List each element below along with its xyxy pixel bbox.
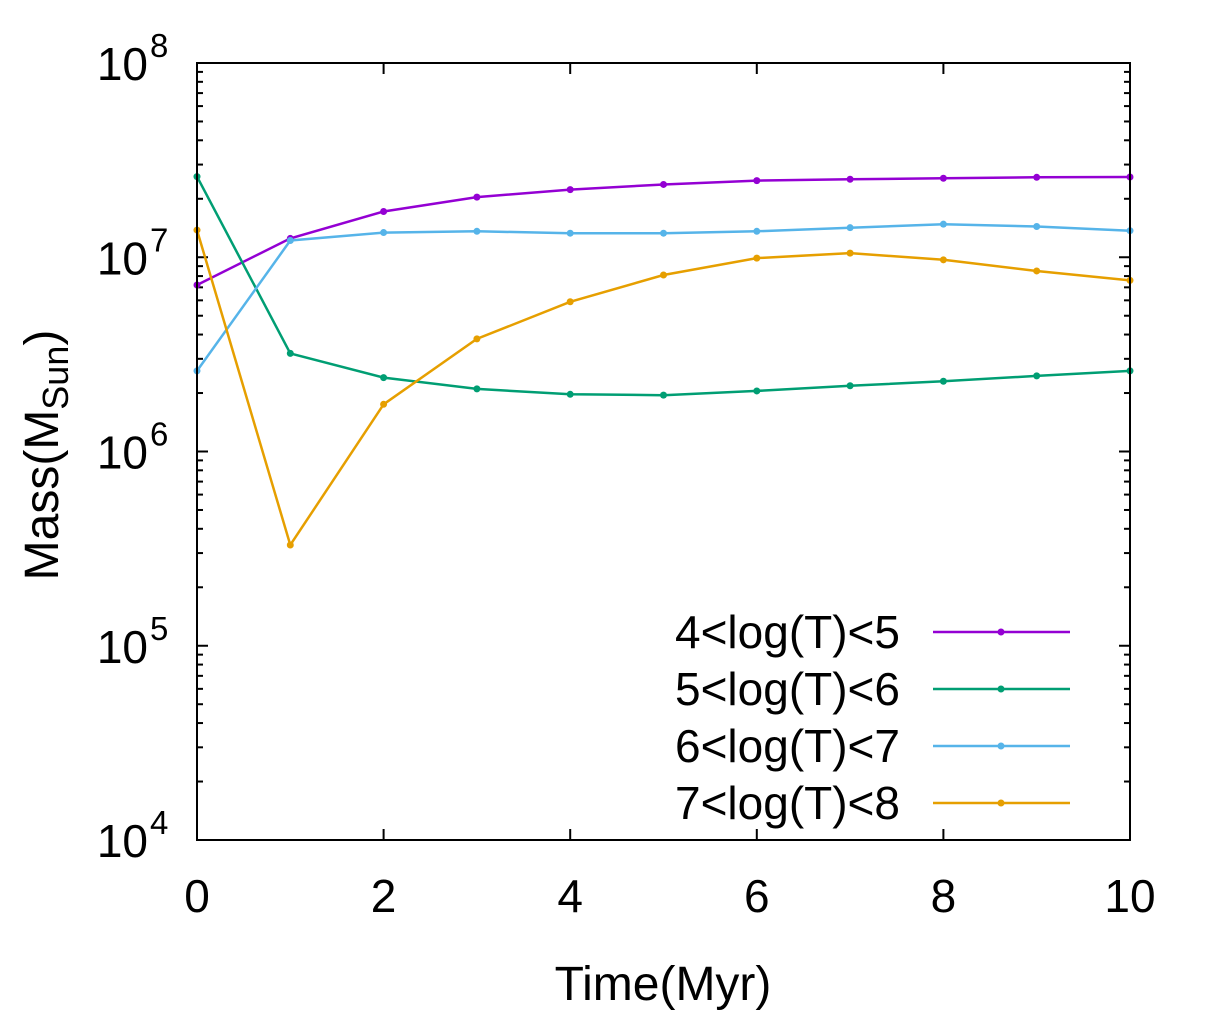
legend-label: 6<log(T)<7: [675, 720, 900, 772]
data-point: [286, 541, 294, 549]
y-tick-label-exponent: 7: [150, 221, 168, 258]
data-point: [1033, 267, 1041, 275]
y-tick-label-base: 10: [97, 427, 148, 479]
y-tick-label: 10: [97, 427, 148, 479]
data-point: [566, 186, 574, 194]
y-axis-title: Mass(MSun): [16, 330, 76, 581]
x-tick-label: 4: [557, 870, 583, 922]
y-tick-label: 10: [97, 38, 148, 90]
data-point: [380, 400, 388, 408]
data-point: [846, 175, 854, 183]
y-tick-label-exponent: 4: [150, 804, 168, 841]
y-tick-label-exponent: 5: [150, 610, 168, 647]
data-point: [566, 229, 574, 237]
data-point: [939, 174, 947, 182]
data-point: [846, 249, 854, 257]
data-point: [939, 220, 947, 228]
plot-frame: [196, 62, 1131, 841]
data-point: [380, 229, 388, 237]
data-point: [473, 193, 481, 201]
x-tick-label: 2: [371, 870, 397, 922]
y-tick-label-base: 10: [97, 38, 148, 90]
legend-label: 5<log(T)<6: [675, 663, 900, 715]
data-point: [753, 254, 761, 262]
legend: 4<log(T)<55<log(T)<66<log(T)<77<log(T)<8: [675, 606, 1070, 829]
y-tick-label: 10: [97, 815, 148, 867]
y-axis-title-sub: Sun: [35, 346, 76, 410]
series-line: [195, 176, 1131, 397]
data-point: [660, 271, 667, 279]
axis-ticks: [196, 62, 1131, 841]
series-line: [195, 222, 1131, 372]
data-point: [1033, 372, 1041, 380]
legend-entry: 7<log(T)<8: [675, 777, 1070, 829]
y-tick-label-base: 10: [97, 815, 148, 867]
data-point: [473, 385, 481, 393]
data-series: [193, 173, 1134, 549]
x-tick-labels: 0 2 4 6 8 10: [184, 870, 1155, 922]
data-point: [286, 349, 294, 357]
series-4: [193, 226, 1134, 549]
y-tick-label: 10: [97, 232, 148, 284]
y-tick-label-exponent: 6: [150, 416, 168, 453]
legend-marker: [997, 799, 1005, 807]
data-point: [1033, 173, 1041, 181]
x-axis-title: Time(Myr): [555, 958, 772, 1011]
legend-label: 7<log(T)<8: [675, 777, 900, 829]
data-point: [753, 387, 761, 395]
data-point: [753, 227, 761, 235]
data-point: [473, 335, 481, 343]
y-axis-title-main: Mass(M: [16, 410, 69, 581]
series-2: [193, 173, 1134, 399]
y-tick-label-exponent: 8: [150, 27, 168, 64]
x-tick-label: 10: [1104, 870, 1155, 922]
series-1: [193, 173, 1134, 289]
data-point: [660, 180, 667, 188]
data-point: [380, 374, 388, 382]
data-point: [846, 224, 854, 232]
x-tick-label: 6: [744, 870, 770, 922]
data-point: [566, 298, 574, 306]
y-axis-title-close: ): [16, 330, 69, 346]
x-tick-label: 8: [931, 870, 957, 922]
data-point: [1033, 222, 1041, 230]
data-point: [939, 256, 947, 264]
y-tick-label: 10: [97, 621, 148, 673]
data-point: [380, 207, 388, 215]
series-3: [193, 220, 1134, 375]
y-tick-label-base: 10: [97, 621, 148, 673]
legend-entry: 5<log(T)<6: [675, 663, 1070, 715]
data-point: [660, 229, 667, 237]
data-point: [286, 236, 294, 244]
data-point: [660, 391, 667, 399]
y-tick-label-base: 10: [97, 232, 148, 284]
legend-marker: [997, 628, 1005, 636]
data-point: [566, 390, 574, 398]
legend-label: 4<log(T)<5: [675, 606, 900, 658]
data-point: [846, 382, 854, 390]
legend-marker: [997, 685, 1005, 693]
legend-entry: 6<log(T)<7: [675, 720, 1070, 772]
data-point: [473, 227, 481, 235]
data-point: [753, 177, 761, 185]
data-point: [939, 377, 947, 385]
x-tick-label: 0: [184, 870, 210, 922]
legend-entry: 4<log(T)<5: [675, 606, 1070, 658]
legend-marker: [997, 742, 1005, 750]
